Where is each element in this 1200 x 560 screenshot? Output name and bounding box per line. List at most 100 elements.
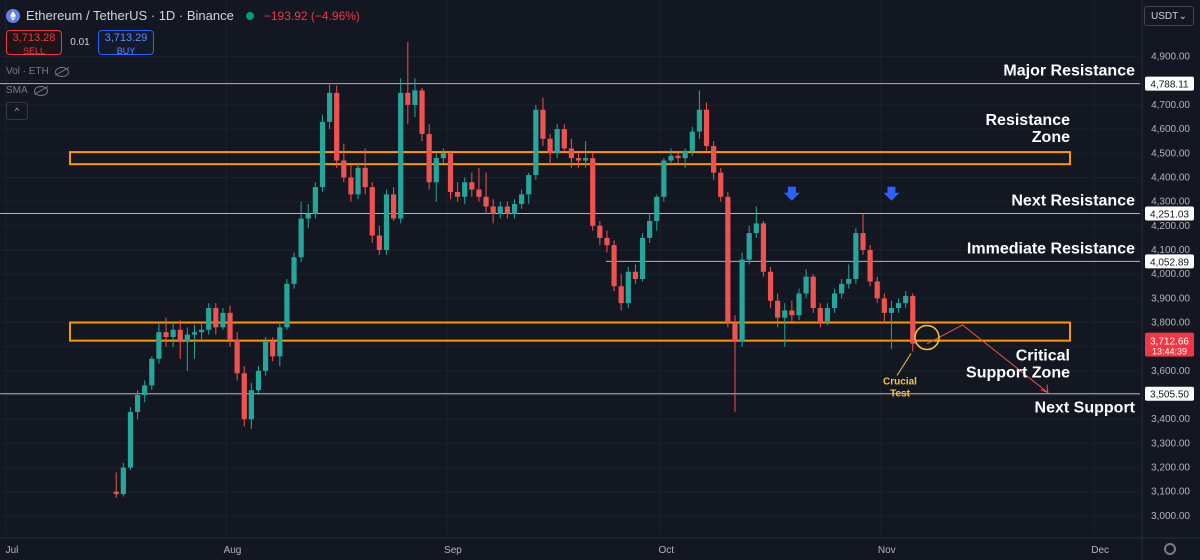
price-tick-label: 4,500.00 [1151, 148, 1190, 159]
currency-select[interactable]: USDT ⌄ [1144, 6, 1194, 26]
candle-body [867, 249, 873, 282]
countdown-label: 13:44:39 [1152, 347, 1187, 357]
candle-body [682, 150, 688, 159]
candle-body [590, 158, 596, 226]
candle-body [789, 310, 795, 316]
symbol-title[interactable]: Ethereum / TetherUS · 1D · Binance [26, 8, 234, 23]
candle-body [575, 158, 582, 161]
candle-body [846, 279, 852, 284]
sell-button[interactable]: 3,713.28 SELL [6, 30, 62, 56]
candle-body [775, 300, 781, 318]
candle-body [561, 129, 567, 149]
candle-body [312, 187, 318, 214]
price-tick-label: 4,000.00 [1151, 269, 1190, 280]
candle-body [696, 109, 703, 132]
sell-price: 3,713.28 [12, 32, 56, 44]
down-arrow-marker [783, 186, 800, 201]
sma-indicator[interactable]: SMA [6, 85, 48, 96]
price-tick-label: 4,400.00 [1151, 172, 1190, 183]
zone-label: Support Zone [966, 365, 1070, 382]
candle-body [817, 308, 823, 323]
candle-body [149, 358, 155, 386]
crucial-test-circle [914, 324, 940, 351]
candle-body [782, 310, 788, 318]
candle-body [298, 218, 304, 258]
candle-body [184, 334, 190, 342]
crucial-test-pointer [896, 353, 912, 376]
candle-body [134, 395, 141, 412]
candle-body [156, 332, 162, 359]
candle-body [504, 206, 510, 214]
volume-indicator-label: Vol · ETH [6, 66, 49, 77]
candle-body [533, 109, 539, 176]
candle-body [440, 153, 446, 159]
candle-body [689, 131, 695, 151]
candle-body [874, 281, 880, 299]
price-tick-label: 4,700.00 [1151, 100, 1190, 111]
candle-body [895, 303, 902, 309]
candle-body [739, 259, 745, 342]
level-price-tag [1145, 206, 1194, 221]
candle-body [191, 332, 198, 335]
trade-panel: 3,713.28 SELL 0.01 3,713.29 BUY [6, 30, 154, 56]
price-tick-label: 3,600.00 [1151, 366, 1190, 377]
level-label: Next Support [1035, 400, 1136, 417]
candle-body [206, 308, 212, 330]
buy-button[interactable]: 3,713.29 BUY [98, 30, 154, 56]
chevron-down-icon: ⌄ [1178, 11, 1187, 22]
candle-body [547, 138, 553, 154]
candle-body [142, 385, 148, 396]
time-tick-label: Sep [444, 545, 462, 556]
price-tick-label: 3,100.00 [1151, 487, 1190, 498]
ethereum-icon [6, 8, 20, 23]
candle-body [355, 167, 361, 195]
zone-label: Critical [1016, 348, 1070, 365]
level-price-label: 4,052.89 [1150, 257, 1189, 268]
candle-body [334, 92, 340, 161]
candle-body [824, 308, 831, 323]
level-label: Major Resistance [1003, 63, 1135, 80]
zone-rect [69, 321, 1071, 342]
candle-body [611, 245, 617, 287]
price-tick-label: 3,900.00 [1151, 293, 1190, 304]
hide-eye-icon[interactable] [54, 66, 69, 77]
candle-body [455, 191, 461, 197]
candle-body [675, 155, 681, 159]
candle-body [234, 339, 240, 374]
candle-body [803, 276, 809, 294]
candle-body [519, 194, 525, 205]
candle-body [661, 160, 667, 197]
currency-select-label: USDT [1151, 11, 1179, 22]
candle-body [910, 295, 916, 344]
hide-eye-icon[interactable] [33, 85, 48, 96]
spread-value: 0.01 [70, 37, 90, 48]
volume-indicator[interactable]: Vol · ETH [6, 66, 69, 77]
candle-body [810, 276, 816, 309]
candle-body [732, 322, 738, 342]
candle-body [305, 213, 311, 219]
candle-body [668, 155, 674, 161]
time-tick-label: Nov [878, 545, 896, 556]
price-tick-label: 3,400.00 [1151, 414, 1190, 425]
level-label: Immediate Resistance [967, 240, 1135, 257]
price-tick-label: 4,100.00 [1151, 245, 1190, 256]
candle-body [554, 129, 560, 154]
candle-body [383, 194, 390, 250]
candle-body [725, 196, 731, 323]
candle-body [284, 283, 290, 328]
candle-body [604, 237, 610, 246]
candle-body [881, 298, 887, 313]
sma-indicator-label: SMA [6, 85, 28, 96]
symbol-header: Ethereum / TetherUS · 1D · Binance −193.… [6, 8, 360, 23]
down-arrow-marker [883, 186, 900, 201]
candle-body [291, 257, 297, 284]
last-price-label: 3,712.66 [1150, 337, 1189, 348]
candle-body [398, 92, 404, 219]
candle-body [248, 390, 254, 420]
candle-body [369, 187, 375, 236]
candle-body [255, 370, 262, 391]
collapse-indicators-button[interactable]: ^ [6, 102, 28, 120]
settings-gear-icon[interactable] [1164, 543, 1176, 555]
candle-body [319, 121, 326, 188]
